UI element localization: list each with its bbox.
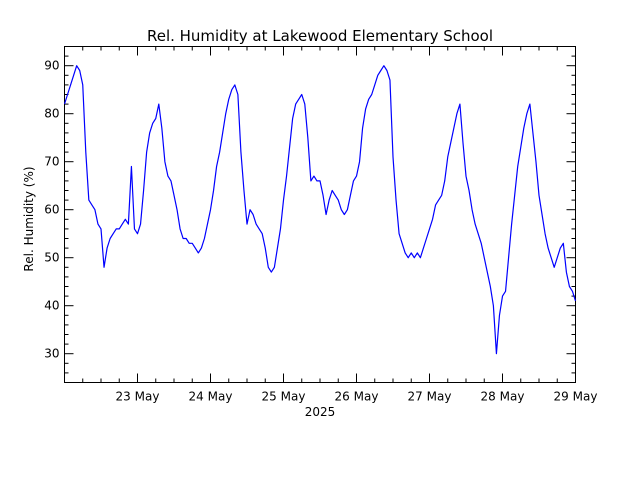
x-tick-label: 29 May bbox=[554, 390, 598, 404]
chart-title: Rel. Humidity at Lakewood Elementary Sch… bbox=[147, 27, 493, 45]
y-tick-label: 30 bbox=[44, 347, 59, 361]
x-tick-label: 24 May bbox=[189, 390, 233, 404]
y-axis-ticks: 30 40 50 60 70 80 90 bbox=[44, 46, 576, 383]
y-tick-label: 40 bbox=[44, 299, 59, 313]
series-line bbox=[63, 65, 577, 355]
y-tick-label: 80 bbox=[44, 107, 59, 121]
y-axis-label: Rel. Humidity (%) bbox=[22, 166, 36, 271]
x-tick-label: 25 May bbox=[262, 390, 306, 404]
x-tick-label: 28 May bbox=[481, 390, 525, 404]
x-tick-label: 27 May bbox=[408, 390, 452, 404]
x-axis-label: 2025 bbox=[305, 405, 336, 419]
series-group bbox=[63, 65, 577, 355]
x-tick-label: 23 May bbox=[116, 390, 160, 404]
y-tick-label: 70 bbox=[44, 155, 59, 169]
y-tick-label: 50 bbox=[44, 251, 59, 265]
y-tick-label: 90 bbox=[44, 59, 59, 73]
x-axis-ticks: 23 May 24 May 25 May 26 May 27 May 28 May 29 M… bbox=[82, 46, 598, 404]
y-tick-label: 60 bbox=[44, 203, 59, 217]
x-tick-label: 26 May bbox=[335, 390, 379, 404]
